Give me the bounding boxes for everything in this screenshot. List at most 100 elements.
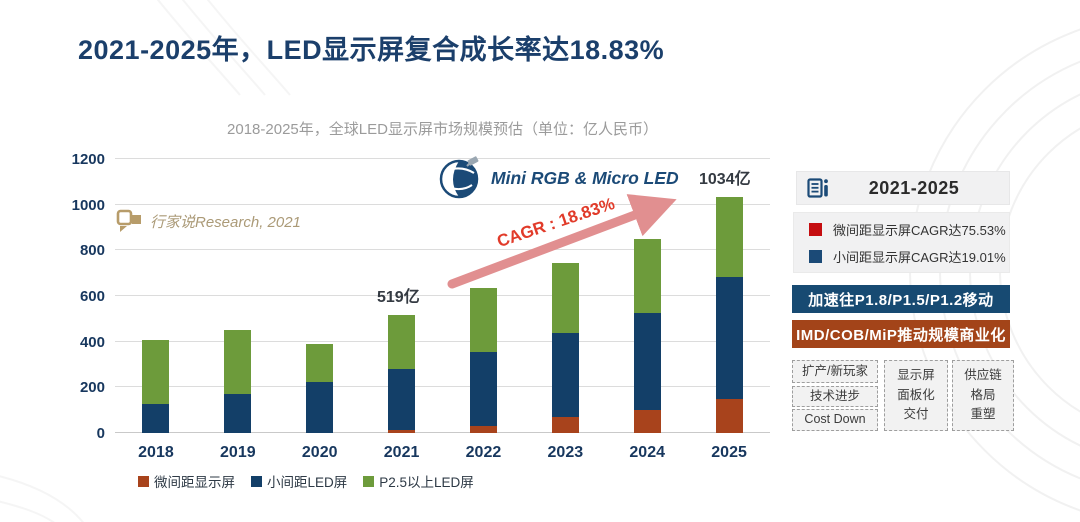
legend-color-square	[251, 475, 262, 487]
legend-color-square	[138, 475, 149, 487]
bar-segment	[224, 329, 252, 395]
cagr-row-micro-pitch: 微间距显示屏CAGR达75.53%	[809, 220, 1009, 239]
x-axis-tick-label: 2022	[465, 444, 502, 461]
bar-segment	[715, 398, 743, 433]
y-axis-tick-label: 600	[79, 288, 105, 305]
total-label-2025: 1034亿	[699, 171, 751, 188]
bar-segment	[551, 417, 579, 433]
watermark: 行家说Research, 2021	[116, 209, 301, 234]
bar-segment	[306, 343, 334, 382]
watermark-text: 行家说Research, 2021	[150, 214, 301, 231]
y-axis-tick-label: 1000	[71, 196, 105, 214]
stacked-bar-2021	[388, 314, 416, 433]
cagr-row-label: 小间距显示屏CAGR达19.01%	[833, 249, 1006, 265]
factor-box-supply-chain: 供应链 格局 重塑	[952, 360, 1014, 431]
cagr-row-label: 微间距显示屏CAGR达75.53%	[833, 222, 1006, 238]
x-axis-tick-label: 2019	[220, 444, 256, 461]
x-axis-tick-label: 2020	[301, 444, 338, 461]
y-axis-tick-label: 200	[79, 379, 105, 397]
bar-slot-2020: 2020	[279, 159, 361, 461]
bar-segment	[633, 238, 661, 314]
bar-segment	[142, 340, 170, 405]
stacked-bar-2025	[715, 196, 743, 433]
gridline	[115, 432, 770, 433]
y-axis-tick-label: 800	[79, 242, 105, 260]
side-panel-header: 2021-2025	[796, 171, 1010, 205]
cagr-summary-box: 微间距显示屏CAGR达75.53% 小间距显示屏CAGR达19.01%	[793, 212, 1010, 273]
legend-label: 小间距LED屏	[267, 475, 348, 490]
gridline	[115, 340, 770, 342]
gridline	[115, 249, 770, 251]
bar-slot-2023: 2023	[524, 159, 606, 461]
legend: 微间距显示屏 小间距LED屏 P2.5以上LED屏	[138, 471, 474, 491]
stacked-bar-2023	[551, 262, 579, 433]
y-axis: 0 200 400 600 800 1000 1200	[40, 151, 105, 442]
bar-segment	[469, 426, 497, 433]
gridline	[115, 158, 770, 159]
plot-area: 2018 2019 2020 2021 2022 2023 2024 2025	[115, 158, 770, 461]
legend-item: P2.5以上LED屏	[363, 471, 474, 491]
cagr-row-small-pitch: 小间距显示屏CAGR达19.01%	[809, 247, 1009, 266]
stacked-bar-2024	[633, 238, 661, 433]
bar-segment	[551, 333, 579, 418]
bar-segment	[715, 277, 743, 399]
bar-slot-2018: 2018	[115, 159, 197, 461]
bar-segment	[633, 313, 661, 411]
bar-slot-2021: 2021	[361, 159, 443, 461]
bar-segment	[715, 196, 743, 278]
total-label-2021: 519亿	[377, 289, 420, 306]
legend-item: 小间距LED屏	[251, 471, 347, 491]
cagr-trend-arrow	[447, 194, 677, 289]
y-axis-tick-label: 1200	[71, 151, 105, 168]
x-axis-tick-label: 2023	[547, 444, 584, 461]
factor-box-technology: 技术进步	[792, 386, 878, 407]
x-axis-tick-label: 2018	[138, 444, 174, 461]
stacked-bar-2019	[224, 329, 252, 433]
bar-slot-2022: 2022	[443, 159, 525, 461]
bar-segment	[142, 404, 170, 433]
bar-segment	[469, 288, 497, 352]
stacked-bar-2018	[142, 340, 170, 433]
bar-segment	[551, 262, 579, 334]
hangjiashuo-logo-icon	[116, 209, 141, 232]
bar-segment	[388, 429, 416, 433]
bar-segment	[224, 394, 252, 433]
factor-box-expansion: 扩产/新玩家	[792, 360, 878, 383]
factor-box-panelized-delivery: 显示屏 面板化 交付	[884, 360, 948, 431]
gridline	[115, 295, 770, 296]
x-axis-tick-label: 2021	[383, 444, 420, 461]
x-axis-tick-label: 2024	[629, 444, 665, 461]
stacked-bar-2022	[469, 288, 497, 433]
globe-icon	[439, 156, 479, 199]
mini-logo-label: Mini RGB & Micro LED	[491, 167, 679, 188]
legend-color-square	[363, 475, 375, 487]
stacked-bar-2020	[306, 343, 334, 433]
page-title: 2021-2025年，LED显示屏复合成长率达18.83%	[78, 35, 665, 65]
x-axis-tick-label: 2025	[711, 444, 747, 461]
bar-segment	[388, 314, 416, 370]
bar-segment	[469, 351, 497, 427]
blue-square-marker	[809, 249, 822, 263]
legend-label: P2.5以上LED屏	[379, 475, 474, 490]
red-square-marker	[809, 222, 822, 236]
bar-slot-2025: 2025	[688, 159, 770, 461]
bar-slot-2019: 2019	[197, 159, 279, 461]
banner-pitch-migration: 加速往P1.8/P1.5/P1.2移动	[792, 285, 1010, 313]
factor-box-cost-down: Cost Down	[792, 409, 878, 431]
chart-subtitle: 2018-2025年，全球LED显示屏市场规模预估（单位：亿人民币）	[227, 121, 658, 138]
bar-segment	[306, 381, 334, 433]
side-panel-period: 2021-2025	[868, 177, 960, 198]
legend-item: 微间距显示屏	[138, 471, 235, 491]
legend-label: 微间距显示屏	[154, 475, 235, 490]
bar-segment	[633, 410, 661, 433]
banner-imd-cob-mip: IMD/COB/MiP推动规模商业化	[792, 320, 1010, 348]
y-axis-tick-label: 400	[79, 333, 105, 351]
bar-segment	[388, 369, 416, 430]
gridline	[115, 386, 770, 388]
report-document-icon	[807, 177, 828, 198]
mini-rgb-micro-led-logo: Mini RGB & Micro LED	[437, 156, 679, 200]
gridline	[115, 203, 770, 205]
y-axis-tick-label: 0	[96, 425, 105, 442]
bar-slot-2024: 2024	[606, 159, 688, 461]
